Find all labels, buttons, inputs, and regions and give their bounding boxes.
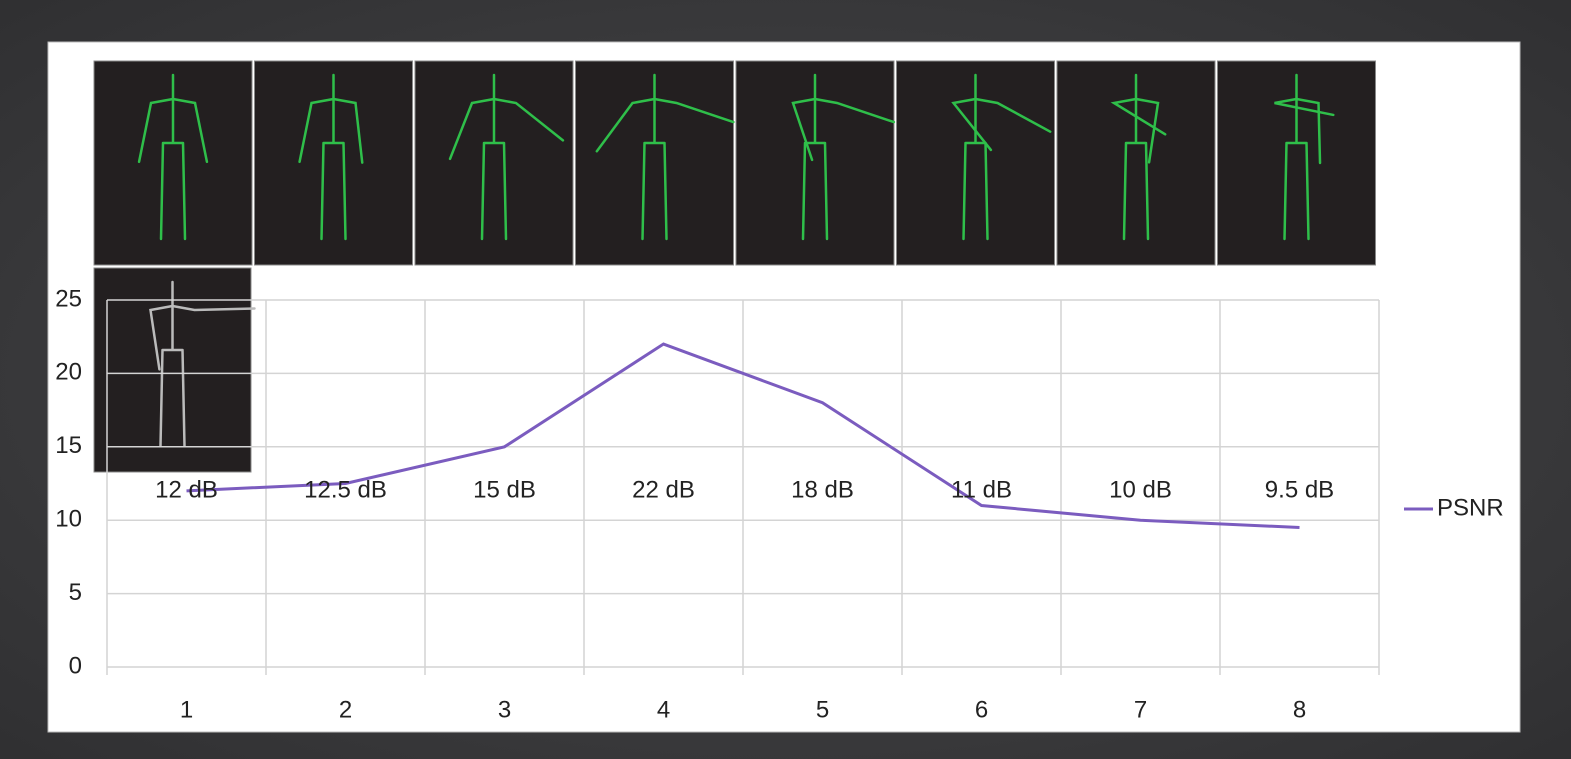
skeleton-arms: [1110, 97, 1167, 164]
data-label: 11 dB: [951, 476, 1012, 503]
skeleton-arms: [448, 97, 565, 161]
skeleton: [159, 73, 187, 241]
x-tick-label: 5: [816, 696, 829, 723]
y-tick-label: 5: [69, 579, 82, 606]
data-label: 12.5 dB: [304, 476, 387, 503]
y-tick-label: 25: [55, 285, 82, 312]
x-tick-label: 1: [180, 696, 193, 723]
y-tick-label: 15: [55, 432, 82, 459]
chart: 0 5 10 15 20 25 1 2 3 4 5 6 7 8 12 dB 12.5 dB 15 dB 22 dB…: [55, 285, 1503, 723]
y-tick-label: 20: [55, 359, 82, 386]
skeleton-arms: [137, 97, 209, 164]
skeleton-arms: [951, 97, 1052, 152]
skeleton: [641, 73, 668, 241]
skeleton: [320, 73, 347, 241]
data-label: 18 dB: [791, 476, 854, 503]
skeleton-strip: [93, 60, 1376, 473]
x-tick-label: 3: [498, 696, 511, 723]
skeleton-arms: [1274, 97, 1335, 165]
x-tick-label: 7: [1134, 696, 1147, 723]
skeleton: [1122, 73, 1150, 241]
skeleton-arms: [595, 97, 735, 153]
x-tick-label: 4: [657, 696, 670, 723]
skeleton-arms: [298, 97, 364, 164]
y-tick-label: 10: [55, 506, 82, 533]
skeleton: [962, 73, 989, 241]
skeleton: [1283, 73, 1310, 241]
data-label: 12 dB: [155, 476, 218, 503]
data-label: 10 dB: [1109, 476, 1172, 503]
data-label: 22 dB: [632, 476, 695, 503]
skeleton-arms: [791, 97, 896, 162]
skeleton: [801, 73, 829, 241]
line: [186, 342, 1300, 530]
y-tick-label: 0: [69, 652, 82, 679]
skeleton-arms: [149, 304, 256, 371]
legend-label: PSNR: [1437, 494, 1504, 521]
skeleton: [159, 280, 186, 448]
x-tick-label: 6: [975, 696, 988, 723]
skeleton: [480, 73, 508, 241]
data-label: 9.5 dB: [1265, 476, 1334, 503]
x-tick-label: 2: [339, 696, 352, 723]
data-label: 15 dB: [473, 476, 536, 503]
x-tick-label: 8: [1293, 696, 1306, 723]
